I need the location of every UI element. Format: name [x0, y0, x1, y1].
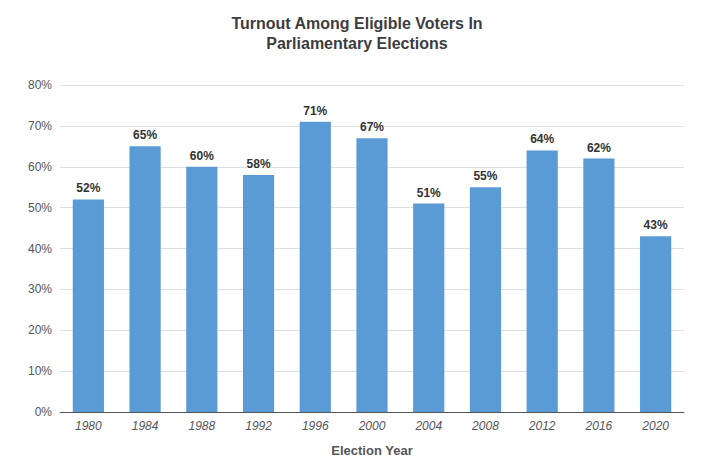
svg-text:50%: 50% — [28, 201, 52, 215]
svg-text:70%: 70% — [28, 119, 52, 133]
svg-text:1992: 1992 — [245, 419, 272, 433]
svg-text:58%: 58% — [247, 157, 271, 171]
svg-text:43%: 43% — [644, 218, 668, 232]
svg-text:1988: 1988 — [188, 419, 215, 433]
svg-text:55%: 55% — [473, 169, 497, 183]
svg-text:Turnout Among Eligible Voters: Turnout Among Eligible Voters In — [231, 15, 482, 32]
svg-text:2008: 2008 — [471, 419, 499, 433]
svg-text:51%: 51% — [417, 186, 441, 200]
svg-text:Election Year: Election Year — [331, 443, 412, 458]
svg-text:40%: 40% — [28, 242, 52, 256]
svg-text:71%: 71% — [303, 104, 327, 118]
svg-text:30%: 30% — [28, 282, 52, 296]
svg-text:1996: 1996 — [302, 419, 329, 433]
svg-text:2020: 2020 — [641, 419, 669, 433]
svg-text:67%: 67% — [360, 120, 384, 134]
svg-text:2004: 2004 — [414, 419, 442, 433]
svg-text:1980: 1980 — [75, 419, 102, 433]
svg-text:52%: 52% — [76, 181, 100, 195]
svg-text:10%: 10% — [28, 364, 52, 378]
svg-text:0%: 0% — [35, 405, 53, 419]
svg-text:80%: 80% — [28, 78, 52, 92]
svg-text:2000: 2000 — [358, 419, 386, 433]
svg-text:64%: 64% — [530, 132, 554, 146]
svg-text:62%: 62% — [587, 141, 611, 155]
svg-text:20%: 20% — [28, 323, 52, 337]
svg-text:60%: 60% — [190, 149, 214, 163]
svg-text:Parliamentary Elections: Parliamentary Elections — [266, 35, 448, 52]
svg-text:2016: 2016 — [585, 419, 613, 433]
svg-text:1984: 1984 — [132, 419, 159, 433]
svg-text:60%: 60% — [28, 160, 52, 174]
svg-text:2012: 2012 — [528, 419, 556, 433]
svg-text:65%: 65% — [133, 128, 157, 142]
